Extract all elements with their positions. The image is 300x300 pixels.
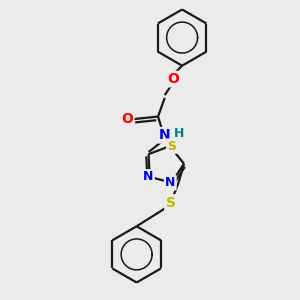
Text: O: O [121,112,133,126]
Text: N: N [159,128,170,142]
Text: S: S [166,196,176,209]
Text: H: H [174,128,184,140]
Text: S: S [167,140,176,153]
Text: N: N [143,170,154,183]
Text: N: N [165,176,175,189]
Text: O: O [167,72,179,86]
